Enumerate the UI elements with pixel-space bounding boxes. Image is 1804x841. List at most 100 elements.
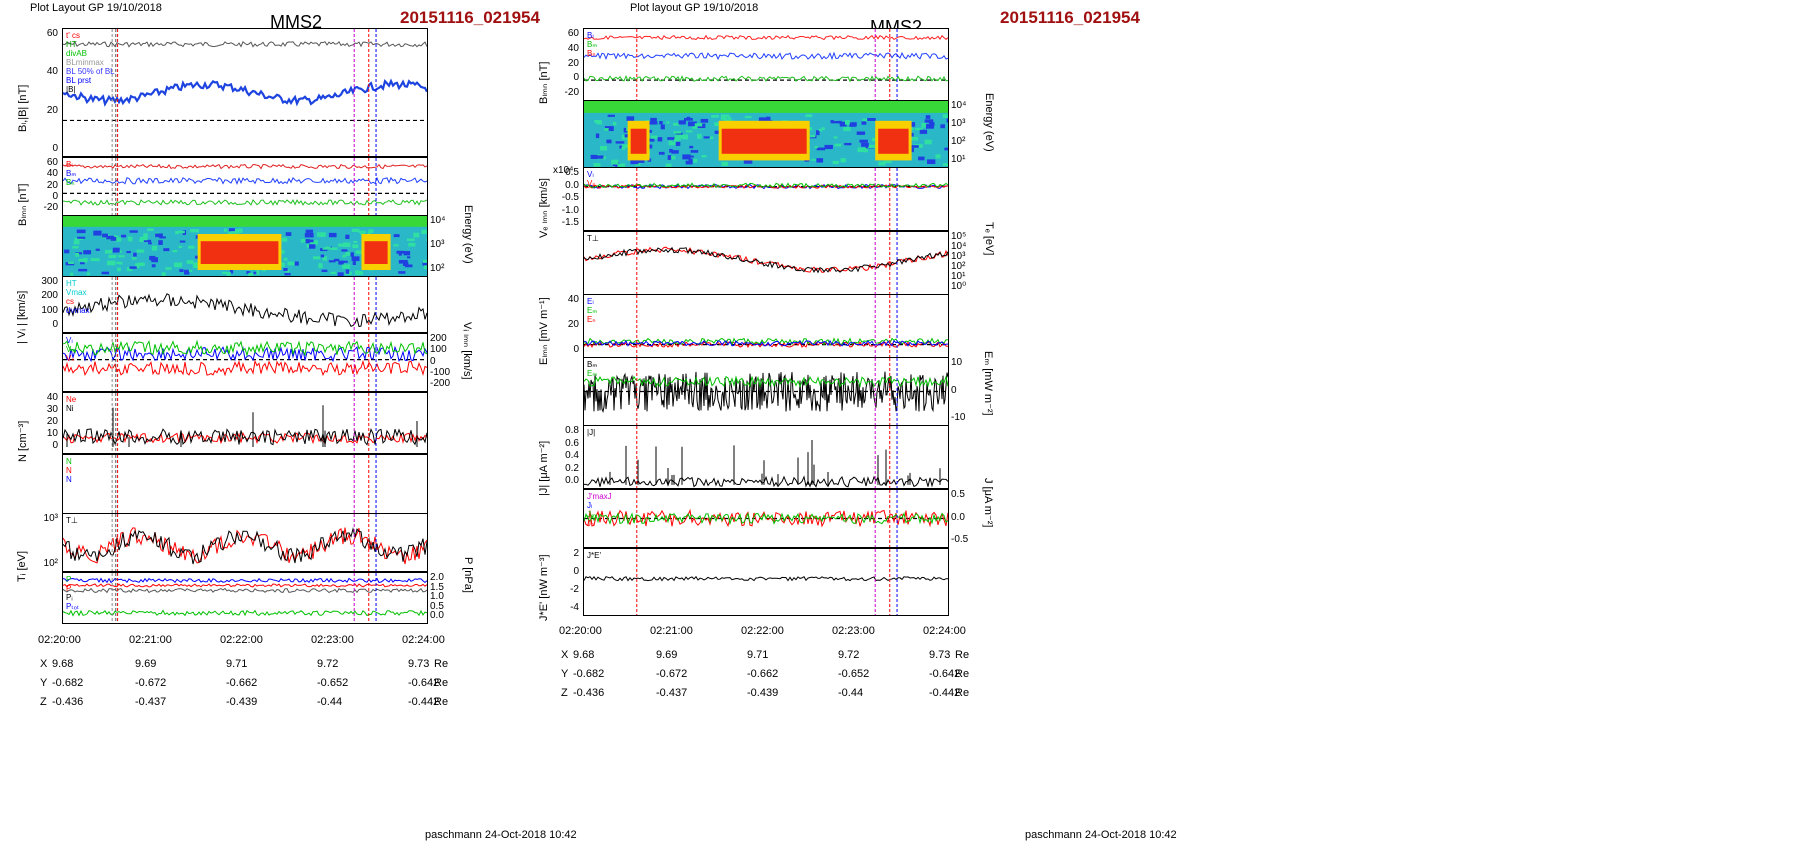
y-axis-label: J*E' [nW m⁻³] — [538, 554, 550, 621]
coord-value: -0.662 — [226, 677, 258, 689]
coord-value: -0.652 — [317, 677, 349, 689]
panel-EM — [583, 357, 949, 426]
legend-entry: Eₘ — [587, 306, 598, 315]
y-tick-label: 100 — [41, 304, 58, 316]
legend-entry: Bₗ — [587, 31, 594, 40]
y-tick-label-right: 1.0 — [430, 591, 444, 602]
y-axis-label: N [cm⁻³] — [17, 420, 29, 462]
y-tick-label-right: 0.0 — [430, 610, 444, 621]
axis-exponent: x10⁴ — [553, 165, 574, 176]
y-tick-label-right: -0.5 — [951, 534, 969, 545]
y-axis-label: | Vᵢ | [km/s] — [16, 290, 28, 344]
legend-entry: Vmax — [66, 288, 87, 297]
x-tick-label: 02:21:00 — [650, 625, 693, 637]
legend-entry: |J| — [587, 428, 596, 437]
plot-ViLMN — [63, 334, 427, 391]
layout-label-right: Plot layout GP 19/10/2018 — [630, 2, 759, 14]
y-axis-label: Vₑ ₗₘₙ [km/s] — [538, 178, 550, 238]
legend-entry: Bₘ — [587, 40, 598, 49]
y-tick-label: 300 — [41, 276, 58, 287]
y-tick-label-right: 10³ — [951, 251, 966, 262]
event-id-left: 20151116_021954 — [400, 8, 540, 27]
panel-J — [583, 425, 949, 489]
coord-value: -0.662 — [747, 668, 779, 680]
y-tick-label-right: -10 — [951, 412, 966, 423]
legend-entry: T⊥ — [66, 516, 78, 525]
figure-title-left: MMS2 — [270, 12, 323, 32]
layout-label-left: Plot Layout GP 19/10/2018 — [30, 2, 162, 14]
coord-value: 9.68 — [52, 658, 74, 670]
y-tick-label-right: 1.5 — [430, 581, 444, 593]
coord-label-Z: Z — [561, 687, 568, 699]
y-tick-label: 60 — [46, 157, 58, 168]
y-tick-label: 0.0 — [565, 475, 579, 486]
series-line — [63, 339, 427, 358]
plot-E — [584, 101, 948, 167]
legend-entry: Bₘ — [587, 360, 598, 369]
legend-entry: |B| — [66, 85, 76, 94]
legend-entry: cs — [66, 297, 74, 306]
series-line — [584, 337, 948, 346]
y-tick-label-right: 10² — [430, 263, 445, 274]
series-line — [63, 609, 427, 617]
y-tick-label-right: 0 — [430, 355, 436, 367]
series-line — [584, 246, 948, 273]
legend-entry: N — [66, 457, 72, 466]
series-line — [63, 345, 427, 363]
plot-BLMN — [63, 158, 427, 215]
panel-Te — [583, 231, 949, 295]
coord-value: -0.439 — [747, 687, 779, 699]
legend-entry: Pᵢ — [66, 593, 73, 602]
x-tick-label: 02:22:00 — [741, 625, 784, 637]
coord-value: 9.72 — [317, 658, 339, 670]
coord-value: 9.69 — [656, 649, 678, 661]
y-tick-label-right: 10 — [951, 357, 963, 368]
panel-ELMN — [583, 294, 949, 358]
legend-entry: Jₙ — [587, 519, 595, 528]
plot-J — [584, 426, 948, 488]
y-tick-label: 2 — [573, 548, 579, 559]
plot-Vi — [63, 277, 427, 332]
panel-BLMN — [62, 157, 428, 216]
x-tick-label: 02:23:00 — [311, 634, 354, 646]
legend-entry: T⊥ — [587, 234, 599, 243]
coord-label-Y: Y — [561, 668, 569, 680]
plot-Ti — [63, 514, 427, 571]
y-axis-label: Bₗₘₙ [nT] — [538, 61, 550, 104]
coord-unit: Re — [955, 687, 970, 699]
legend-entry: Vₗ — [66, 336, 73, 345]
y-axis-label: Eₗₘₙ [mV m⁻¹] — [538, 297, 550, 365]
legend-entry: HT — [66, 40, 77, 49]
y-tick-label: 0 — [52, 143, 58, 154]
legend-entry: Bₗ — [66, 160, 73, 169]
y-axis-label-right: Vᵢ ₗₘₙ [km/s] — [461, 321, 473, 380]
y-tick-label: 0.5 — [565, 167, 579, 178]
legend-entry: BL 50% of BL — [66, 67, 115, 76]
panel-JLMN — [583, 489, 949, 548]
legend-entry: Bₘ — [66, 169, 77, 178]
coord-value: -0.672 — [135, 677, 167, 689]
y-axis-label-right: Energy (eV) — [983, 93, 995, 152]
panel-Ve — [583, 167, 949, 231]
coord-value: -0.436 — [52, 696, 84, 708]
coord-value: -0.672 — [656, 668, 688, 680]
panel-ViLMN — [62, 333, 428, 392]
y-tick-label-right: 10⁰ — [951, 281, 967, 292]
legend-entry: Eₘ — [587, 369, 598, 378]
plot-N — [63, 393, 427, 453]
y-tick-label: 0.8 — [565, 425, 579, 436]
y-tick-label-right: 10² — [951, 136, 966, 147]
series-line — [584, 182, 948, 189]
y-axis-label-right: J [μA m⁻²] — [982, 477, 994, 527]
series-line — [63, 587, 427, 594]
y-tick-label: -1.0 — [561, 204, 579, 216]
coord-value: 9.71 — [747, 649, 769, 661]
y-axis-label: Bₗ,|B| [nT] — [17, 84, 29, 132]
coord-value: 9.73 — [408, 658, 430, 670]
y-tick-label: 60 — [46, 28, 58, 39]
plot-Nblank — [111, 455, 377, 513]
coord-unit: Re — [434, 658, 449, 670]
y-tick-label-right: 10⁴ — [430, 215, 446, 226]
y-tick-label-right: 10³ — [951, 118, 966, 129]
series-line — [584, 34, 948, 41]
